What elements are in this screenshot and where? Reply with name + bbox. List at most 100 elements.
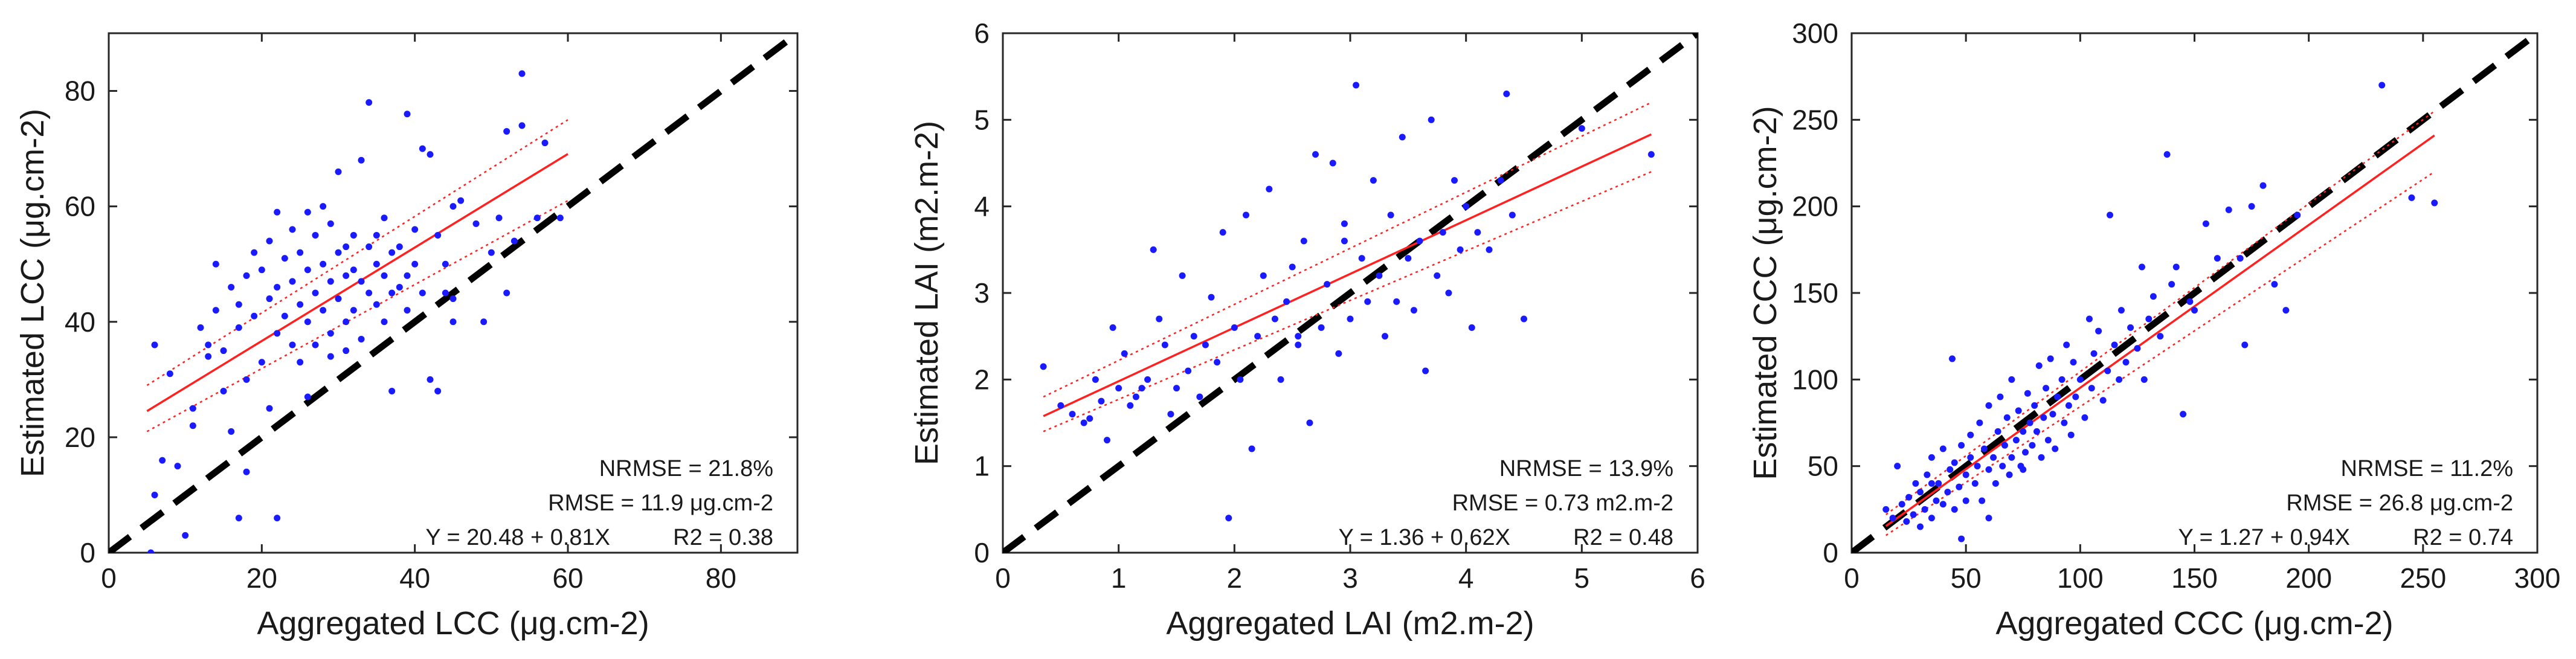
data-point (434, 387, 442, 394)
data-point (2241, 341, 2249, 349)
data-point (327, 353, 334, 360)
data-point (1992, 480, 1999, 487)
data-point (2214, 255, 2221, 262)
data-point (281, 312, 288, 320)
data-point (1917, 523, 1924, 530)
data-point (1509, 211, 1516, 219)
data-point (235, 301, 242, 308)
data-point (1144, 376, 1151, 383)
data-point (1098, 397, 1105, 405)
data-point (2063, 341, 2070, 349)
data-point (2029, 442, 2036, 449)
data-point (1898, 501, 1905, 508)
x-tick-label: 150 (2171, 562, 2218, 594)
data-point (1486, 246, 1493, 253)
rmse-label: RMSE = 26.8 μg.cm-2 (2286, 490, 2513, 516)
data-point (335, 295, 342, 303)
data-point (1951, 506, 1958, 513)
data-point (327, 330, 334, 337)
data-point (266, 405, 273, 412)
data-point (1958, 535, 1965, 542)
data-point (2157, 333, 2164, 340)
data-point (343, 318, 350, 326)
fit-line (1885, 134, 2435, 527)
y-tick-label: 1 (974, 451, 990, 482)
data-point (166, 370, 173, 378)
data-point (2116, 376, 2123, 383)
data-point (1248, 445, 1255, 452)
x-tick-label: 0 (101, 562, 117, 594)
data-point (1463, 203, 1470, 210)
data-point (1219, 229, 1226, 236)
data-point (1196, 393, 1203, 400)
data-point (503, 127, 510, 135)
panel-ccc: 0 50 100 150 200 250 300 0 50 100 150 200 250 300 Aggr… (1747, 18, 2560, 641)
data-point (2049, 411, 2056, 418)
data-point (2054, 393, 2061, 400)
data-point (2225, 206, 2232, 213)
data-point (2058, 376, 2066, 383)
data-point (457, 197, 465, 204)
x-tick-label: 0 (1844, 562, 1860, 594)
data-point (2431, 199, 2438, 207)
data-point (1951, 459, 1958, 466)
x-tick-label: 4 (1458, 562, 1474, 594)
data-point (2040, 414, 2047, 421)
data-point (274, 515, 281, 522)
data-point (2067, 431, 2075, 439)
data-point (220, 387, 227, 394)
data-point (1132, 393, 1139, 400)
data-point (1283, 298, 1290, 305)
data-point (2088, 385, 2095, 392)
x-tick-label: 2 (1227, 562, 1243, 594)
data-point (1387, 211, 1394, 219)
data-point (1497, 177, 1504, 184)
data-point (2168, 281, 2175, 288)
y-tick-label: 5 (974, 104, 990, 135)
data-point (1434, 272, 1441, 279)
data-point (243, 272, 250, 279)
data-point (1260, 272, 1267, 279)
data-point (1939, 501, 1946, 508)
data-point (1921, 506, 1928, 513)
data-point (1578, 125, 1585, 132)
data-point (151, 341, 158, 349)
data-point (472, 220, 480, 227)
data-point (1318, 324, 1325, 331)
data-point (1439, 229, 1446, 236)
data-point (2282, 307, 2290, 314)
data-point (1324, 281, 1331, 288)
data-point (251, 312, 258, 320)
data-point (2033, 428, 2040, 435)
data-point (2024, 390, 2031, 397)
data-point (312, 341, 319, 349)
data-point (1225, 515, 1232, 522)
data-point (1935, 480, 1942, 487)
data-point (556, 214, 564, 222)
data-point (541, 140, 549, 147)
data-point (274, 330, 281, 337)
data-point (2271, 281, 2278, 288)
data-point (449, 318, 457, 326)
data-point (480, 318, 488, 326)
data-point (419, 289, 426, 297)
data-point (2022, 449, 2029, 456)
data-point (2085, 315, 2093, 323)
data-point (1994, 428, 2001, 435)
data-point (1928, 480, 1935, 487)
equation-label: Y = 1.27 + 0.94X (2178, 525, 2350, 550)
data-point (411, 226, 419, 233)
data-point (365, 289, 373, 297)
data-point (335, 168, 342, 175)
y-tick-label: 250 (1792, 104, 1838, 135)
x-axis-label: Aggregated LAI (m2.m-2) (1166, 605, 1534, 641)
data-point (373, 301, 380, 308)
data-point (1948, 355, 1956, 362)
data-point (312, 231, 319, 239)
data-point (2294, 211, 2301, 219)
data-point (1329, 159, 1336, 167)
data-point (404, 111, 411, 118)
data-point (427, 376, 434, 383)
data-point (1080, 419, 1087, 426)
data-point (2072, 393, 2079, 400)
